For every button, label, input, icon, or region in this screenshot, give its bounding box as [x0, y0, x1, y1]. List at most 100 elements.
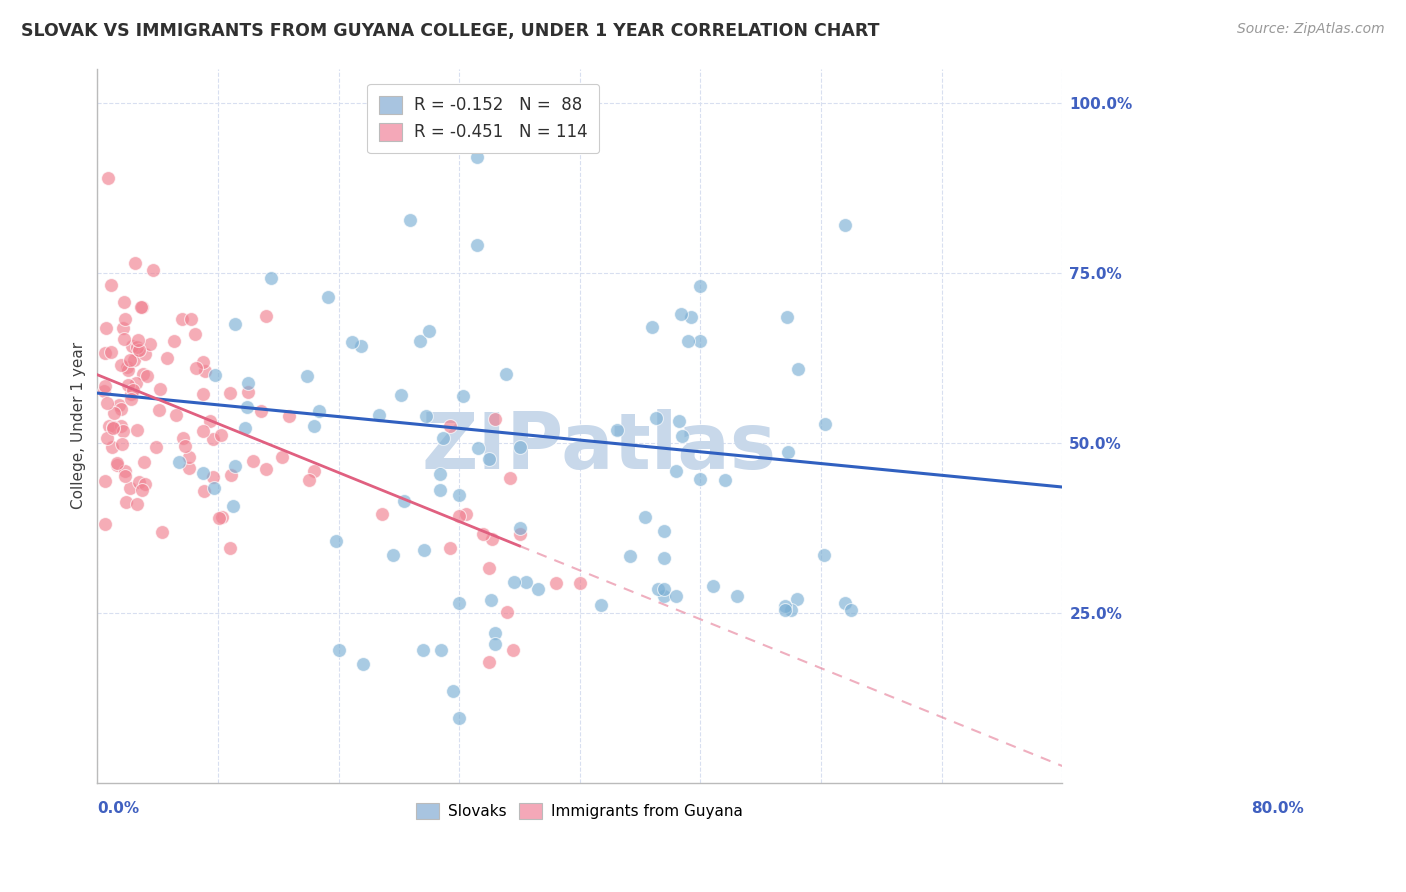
Point	[441, 684, 464, 698]
Point	[110, 418, 132, 433]
Point	[128, 475, 150, 489]
Point	[478, 656, 501, 670]
Point	[120, 392, 142, 407]
Point	[132, 367, 155, 381]
Point	[776, 310, 799, 324]
Point	[96, 431, 118, 445]
Point	[127, 343, 149, 358]
Point	[125, 376, 148, 390]
Point	[250, 403, 273, 417]
Point	[432, 432, 454, 446]
Point	[568, 576, 591, 591]
Point	[502, 575, 524, 590]
Point	[208, 511, 231, 525]
Point	[259, 270, 281, 285]
Point	[454, 508, 477, 522]
Point	[325, 534, 347, 549]
Point	[484, 626, 506, 640]
Point	[156, 351, 179, 365]
Point	[224, 458, 246, 473]
Point	[96, 396, 118, 410]
Point	[142, 262, 165, 277]
Point	[211, 509, 233, 524]
Point	[429, 483, 451, 497]
Point	[814, 417, 837, 431]
Point	[668, 414, 690, 428]
Point	[472, 526, 495, 541]
Point	[128, 343, 150, 357]
Point	[93, 384, 115, 398]
Point	[114, 469, 136, 483]
Point	[105, 458, 128, 473]
Point	[412, 643, 434, 657]
Point	[515, 575, 537, 590]
Point	[114, 311, 136, 326]
Y-axis label: College, Under 1 year: College, Under 1 year	[72, 343, 86, 509]
Point	[100, 344, 122, 359]
Point	[174, 439, 197, 453]
Point	[101, 440, 124, 454]
Point	[120, 481, 142, 495]
Point	[834, 596, 856, 610]
Point	[509, 440, 531, 454]
Point	[495, 367, 517, 381]
Point	[834, 218, 856, 232]
Point	[110, 401, 132, 416]
Point	[122, 383, 145, 397]
Point	[131, 300, 153, 314]
Point	[129, 300, 152, 314]
Point	[233, 421, 256, 435]
Point	[496, 605, 519, 619]
Point	[302, 464, 325, 478]
Point	[352, 657, 374, 671]
Point	[498, 471, 520, 485]
Point	[120, 387, 142, 401]
Point	[484, 412, 506, 426]
Point	[254, 461, 277, 475]
Point	[242, 454, 264, 468]
Point	[787, 362, 810, 376]
Point	[209, 427, 232, 442]
Point	[167, 454, 190, 468]
Point	[391, 388, 413, 402]
Point	[124, 256, 146, 270]
Point	[136, 368, 159, 383]
Point	[134, 347, 156, 361]
Point	[308, 403, 330, 417]
Point	[465, 150, 488, 164]
Point	[449, 488, 471, 502]
Point	[449, 596, 471, 610]
Point	[202, 481, 225, 495]
Point	[96, 320, 118, 334]
Point	[398, 213, 420, 227]
Point	[813, 548, 835, 562]
Point	[702, 579, 724, 593]
Point	[193, 484, 215, 499]
Point	[97, 418, 120, 433]
Point	[222, 499, 245, 513]
Point	[652, 582, 675, 596]
Point	[163, 334, 186, 348]
Point	[689, 472, 711, 486]
Point	[298, 473, 321, 487]
Point	[131, 483, 153, 497]
Point	[408, 334, 430, 349]
Point	[221, 467, 243, 482]
Point	[193, 387, 215, 401]
Point	[204, 368, 226, 382]
Point	[544, 575, 567, 590]
Point	[125, 424, 148, 438]
Point	[451, 389, 474, 403]
Point	[367, 408, 389, 422]
Text: 0.0%: 0.0%	[97, 801, 139, 816]
Point	[665, 589, 688, 603]
Point	[633, 510, 655, 524]
Point	[111, 437, 134, 451]
Point	[689, 334, 711, 348]
Point	[118, 352, 141, 367]
Point	[93, 346, 115, 360]
Point	[606, 423, 628, 437]
Point	[669, 307, 692, 321]
Point	[127, 497, 149, 511]
Point	[418, 324, 440, 338]
